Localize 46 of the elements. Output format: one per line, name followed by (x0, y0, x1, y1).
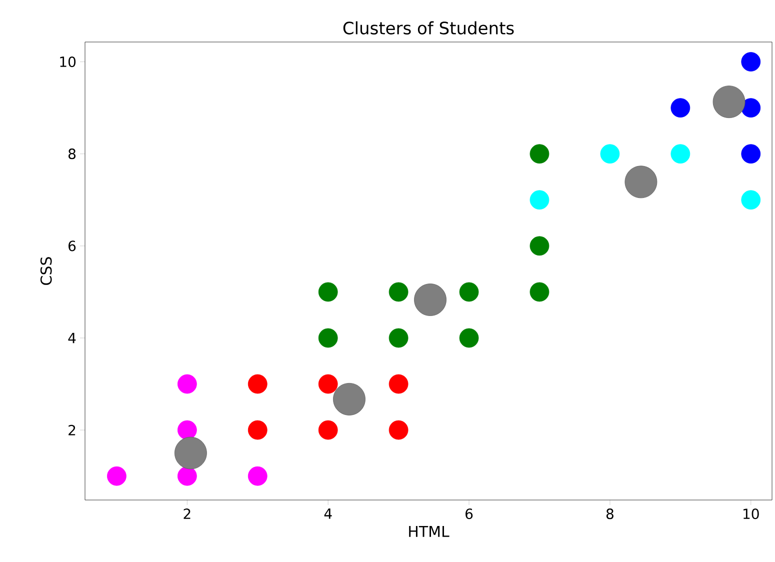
point (318, 420, 338, 440)
point (248, 374, 268, 394)
y-tick-label: 10 (60, 56, 76, 68)
point (107, 466, 126, 486)
point (741, 190, 761, 210)
point (177, 374, 197, 394)
point (388, 328, 408, 348)
point (530, 144, 550, 164)
point (248, 466, 268, 486)
point (318, 374, 338, 394)
point (459, 282, 479, 302)
point (388, 420, 408, 440)
y-tick-label: 4 (68, 332, 76, 344)
point (248, 420, 268, 440)
point (177, 466, 197, 486)
point (530, 236, 550, 256)
x-tick-label: 2 (184, 508, 190, 519)
point (459, 328, 479, 348)
point (530, 282, 550, 302)
point (741, 144, 761, 164)
point (177, 420, 197, 440)
point (414, 284, 446, 316)
x-tick-label: 6 (466, 508, 473, 520)
point (624, 166, 658, 198)
x-tick-label: 8 (606, 508, 614, 520)
point (741, 98, 761, 118)
point (318, 328, 338, 348)
point (530, 190, 550, 210)
point (388, 374, 408, 394)
x-axis-title: HTML (409, 526, 450, 537)
point (600, 144, 620, 164)
y-tick-label: 6 (68, 240, 76, 252)
x-tick-label: 4 (324, 508, 332, 519)
y-tick-label: 2 (68, 424, 76, 436)
point (741, 52, 761, 72)
chart-title: Clusters of Students (343, 21, 514, 34)
point (333, 382, 366, 416)
point (318, 282, 338, 302)
y-tick-label: 8 (68, 148, 76, 160)
point (670, 144, 690, 164)
point (174, 436, 207, 470)
point (670, 98, 690, 118)
point (712, 86, 746, 118)
point (388, 282, 408, 302)
x-tick-label: 10 (744, 508, 759, 520)
y-axis-title: CSS (40, 257, 52, 285)
